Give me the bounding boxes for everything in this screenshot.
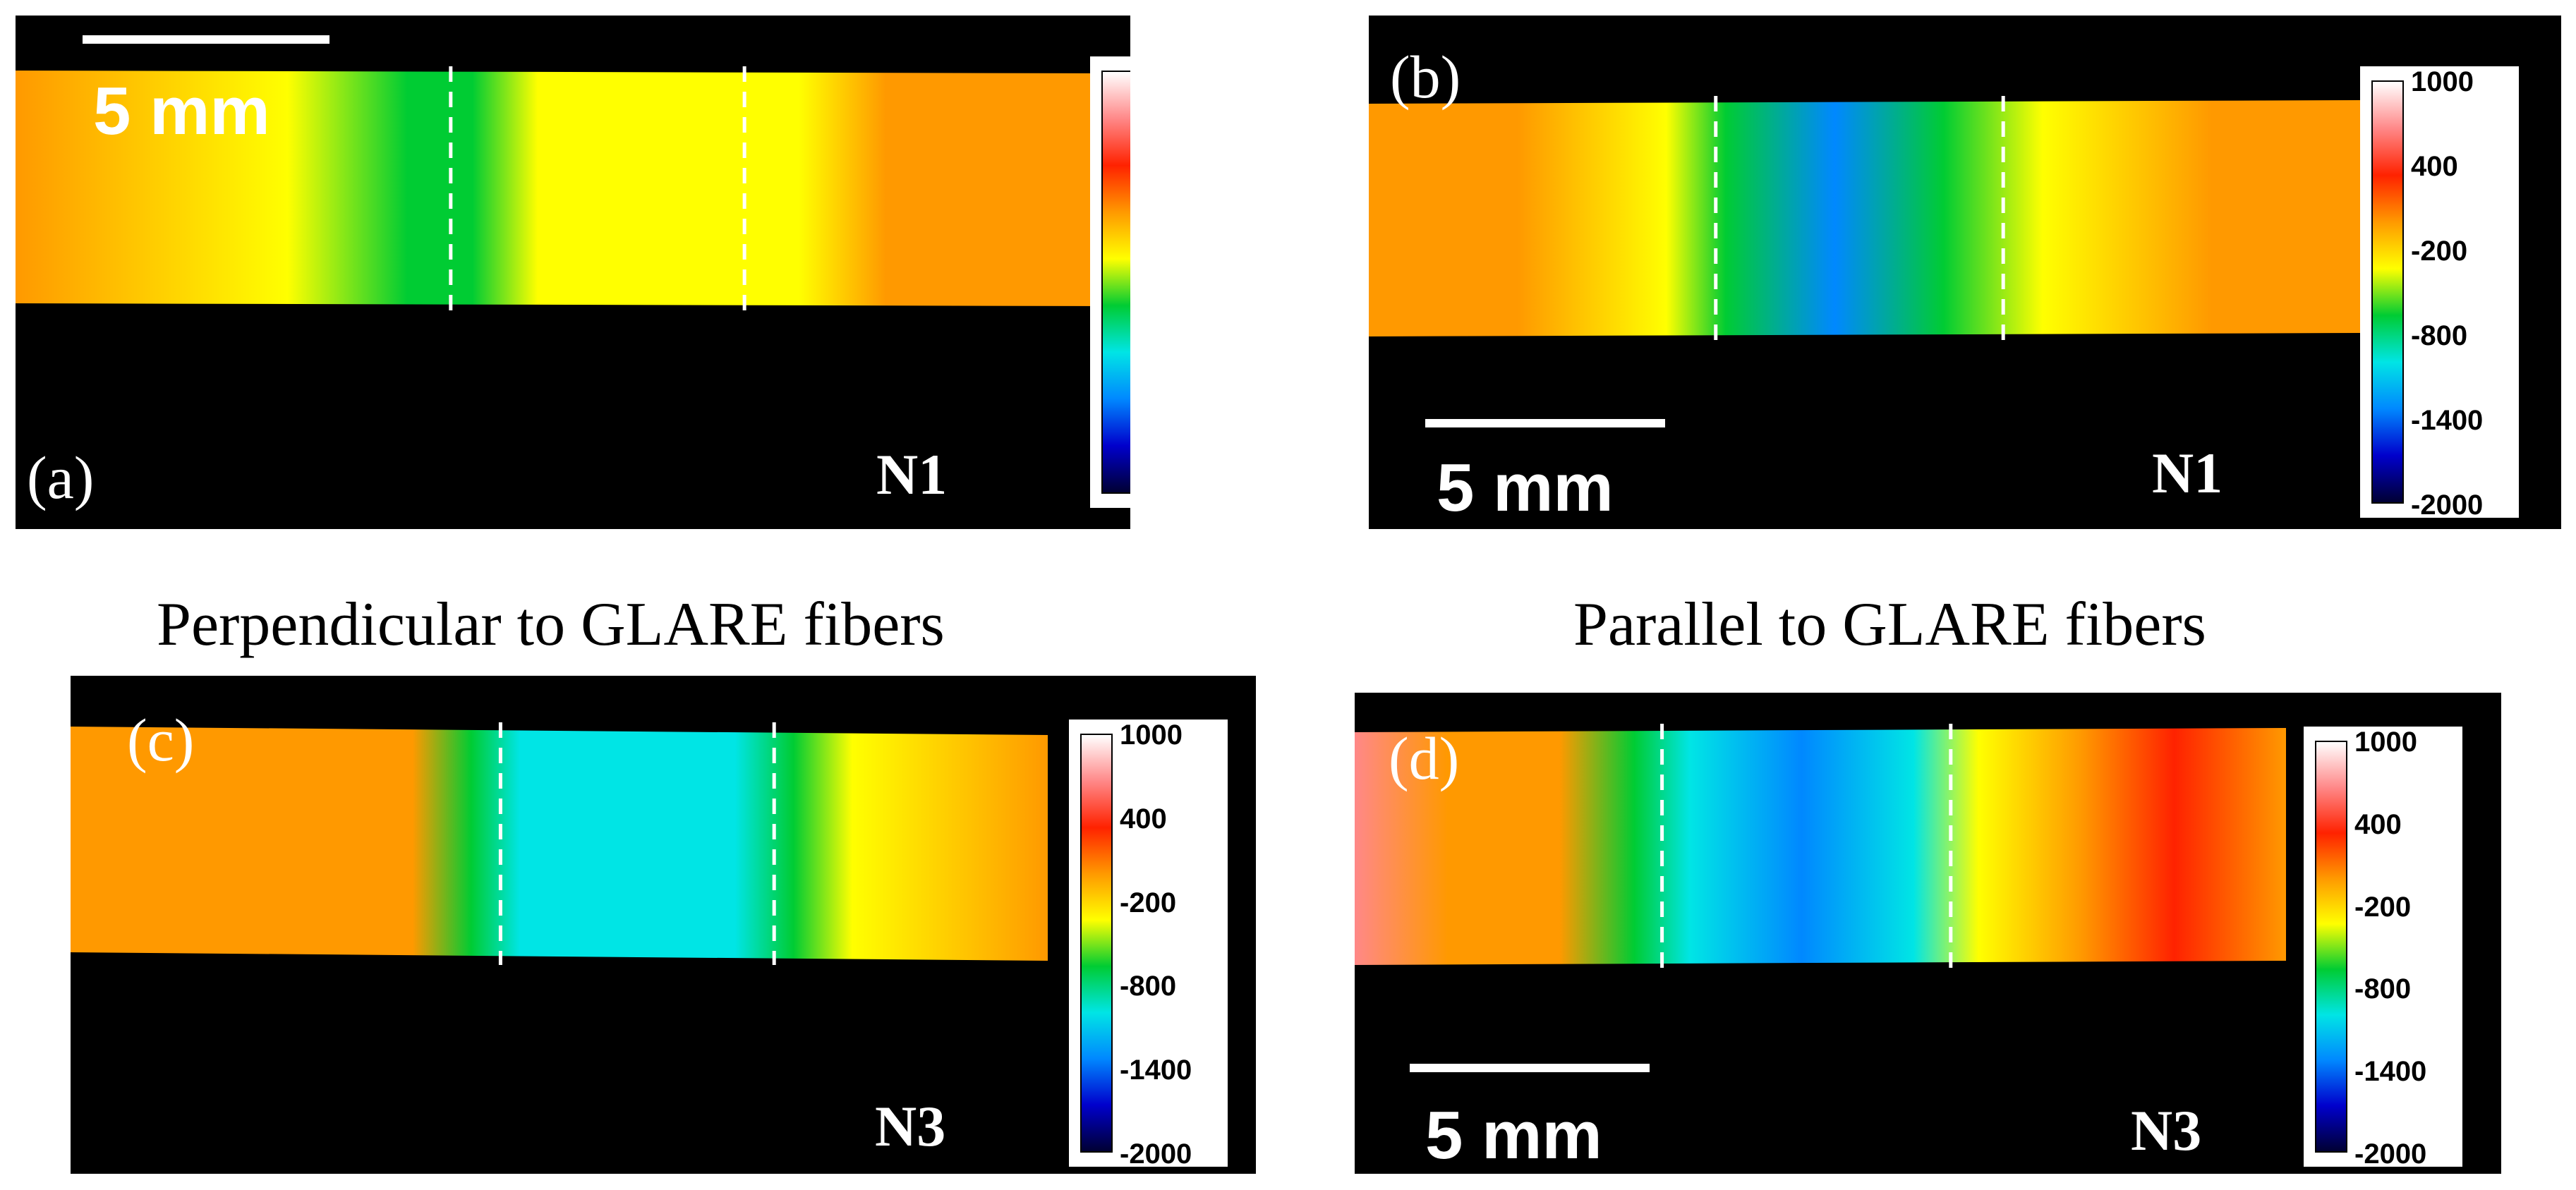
colorbar-tick-c-0: 1000 bbox=[1120, 720, 1183, 751]
colorbar-tick-d-1: 400 bbox=[2354, 808, 2402, 840]
panel-label-c: (c) bbox=[127, 706, 195, 774]
strain-map-a bbox=[16, 66, 1103, 316]
colorbar-tick-b-2: -200 bbox=[2411, 236, 2468, 267]
colorbar-tick-b-3: -800 bbox=[2411, 320, 2468, 351]
panel-d: (d) 5 mm N3 1000 400 -200 -800 -1400 -2000 bbox=[1355, 693, 2501, 1174]
strain-field-d bbox=[1355, 728, 2286, 965]
colorbar-tick-b-4: -1400 bbox=[2411, 405, 2484, 436]
colorbar-d: 1000 400 -200 -800 -1400 -2000 bbox=[2304, 727, 2462, 1170]
colorbar-c: 1000 400 -200 -800 -1400 -2000 bbox=[1069, 720, 1228, 1170]
colorbar-gradient-a bbox=[1101, 71, 1130, 494]
scale-bar-b bbox=[1425, 419, 1665, 427]
sample-label-d: N3 bbox=[2131, 1098, 2202, 1162]
colorbar-gradient-c bbox=[1080, 734, 1113, 1153]
sample-label-a: N1 bbox=[876, 442, 948, 506]
colorbar-tick-d-5: -2000 bbox=[2354, 1139, 2427, 1170]
scale-bar-a bbox=[83, 35, 329, 44]
colorbar-tick-b-1: 400 bbox=[2411, 151, 2458, 182]
scale-bar-label-a: 5 mm bbox=[93, 73, 270, 149]
sample-label-c: N3 bbox=[875, 1094, 946, 1158]
colorbar-tick-b-0: 1000 bbox=[2411, 66, 2474, 97]
panel-label-a: (a) bbox=[27, 444, 95, 511]
strain-map-c bbox=[71, 722, 1048, 965]
strain-field-b bbox=[1369, 100, 2360, 336]
colorbar-tick-c-1: 400 bbox=[1120, 803, 1167, 834]
colorbar-b: 1000 400 -200 -800 -1400 -2000 bbox=[2360, 66, 2519, 521]
strain-field-a bbox=[16, 71, 1103, 306]
panel-c: (c) N3 1000 400 -200 -800 -1400 -2000 bbox=[71, 676, 1256, 1174]
colorbar-tick-d-0: 1000 bbox=[2354, 727, 2417, 758]
colorbar-gradient-d bbox=[2315, 741, 2347, 1153]
colorbar-tick-c-5: -2000 bbox=[1120, 1139, 1192, 1170]
panel-label-b: (b) bbox=[1390, 43, 1461, 111]
colorbar-gradient-b bbox=[2371, 80, 2404, 504]
scale-bar-d bbox=[1410, 1064, 1650, 1072]
strain-map-b bbox=[1369, 96, 2360, 346]
colorbar-tick-b-5: -2000 bbox=[2411, 490, 2484, 521]
panel-b: (b) 5 mm N1 1000 400 -200 -800 -1400 -2000 bbox=[1369, 16, 2561, 529]
scale-bar-label-b: 5 mm bbox=[1437, 450, 1614, 526]
colorbar-tick-c-4: -1400 bbox=[1120, 1055, 1192, 1086]
panel-label-d: (d) bbox=[1389, 724, 1460, 792]
caption-perpendicular: Perpendicular to GLARE fibers bbox=[157, 590, 945, 659]
colorbar-tick-c-3: -800 bbox=[1120, 971, 1177, 1002]
scale-bar-label-d: 5 mm bbox=[1425, 1098, 1602, 1173]
strain-map-d bbox=[1355, 724, 2286, 973]
colorbar-tick-d-2: -200 bbox=[2354, 891, 2412, 923]
colorbar-tick-c-2: -200 bbox=[1120, 887, 1177, 918]
strain-field-c bbox=[71, 727, 1048, 961]
colorbar-tick-d-4: -1400 bbox=[2354, 1056, 2427, 1088]
sample-label-b: N1 bbox=[2152, 441, 2223, 505]
caption-parallel: Parallel to GLARE fibers bbox=[1573, 590, 2206, 659]
colorbar-tick-d-3: -800 bbox=[2354, 973, 2412, 1005]
